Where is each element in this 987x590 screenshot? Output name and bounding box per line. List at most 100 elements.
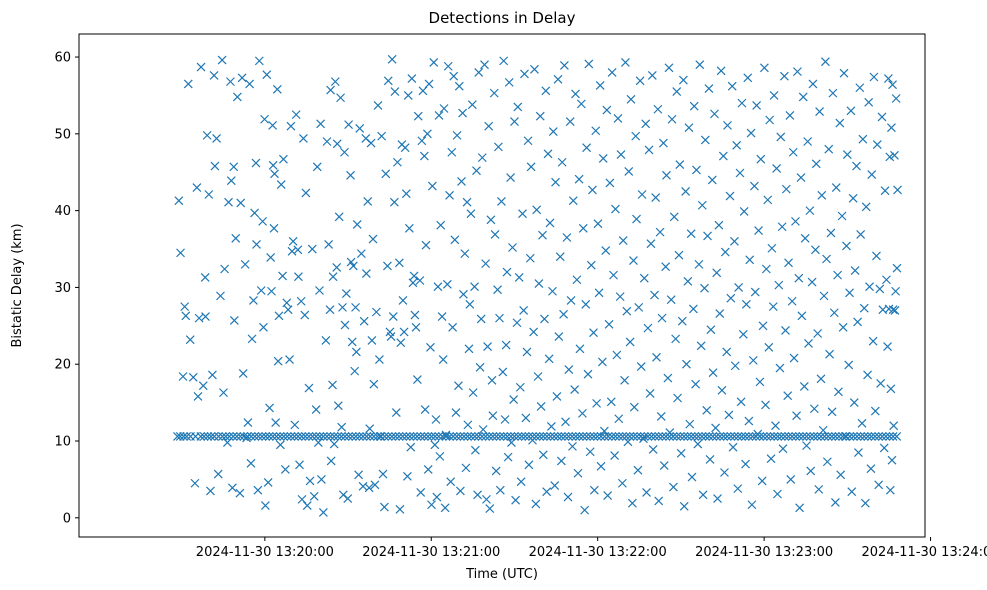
data-point [659,138,668,148]
data-point [822,254,831,264]
data-point [823,431,833,441]
data-point [229,162,239,172]
data-point [725,191,735,201]
data-point [324,239,334,249]
data-point [302,501,312,510]
data-point [468,388,478,398]
data-point [780,431,790,441]
data-point [332,263,342,272]
data-point [568,196,578,206]
data-point [784,258,793,268]
data-point [305,476,315,486]
data-point [250,208,260,218]
data-point [792,67,802,77]
data-point [708,368,718,378]
data-point [350,366,360,376]
data-point [252,239,261,249]
data-point [291,110,301,120]
data-point [730,361,740,371]
data-point [835,118,845,128]
data-point [351,302,360,312]
data-point [285,355,294,365]
data-point [399,327,409,337]
data-point [190,478,200,488]
data-point [733,484,743,494]
data-point [702,405,712,415]
data-point [800,233,810,243]
data-point [748,431,757,441]
data-point [677,316,687,326]
data-point [683,276,693,286]
data-point [512,318,522,328]
data-point [568,441,577,451]
data-point [278,271,288,281]
x-tick-label: 2024-11-30 13:21:00 [362,545,500,560]
plot-frame [78,33,926,538]
data-point [741,459,750,469]
data-point [552,392,562,401]
data-point [872,251,881,261]
data-point [522,347,532,357]
data-point [778,444,788,454]
data-point [258,216,268,226]
data-point [383,76,393,86]
data-point [431,415,441,424]
data-point [530,64,539,74]
data-point [757,476,767,486]
data-point [383,431,393,441]
data-point [381,169,391,179]
data-point [393,157,402,167]
data-point [214,431,223,441]
data-point [217,55,227,65]
data-point [744,431,754,441]
data-point [491,466,501,476]
data-point [518,209,527,219]
data-point [362,431,372,441]
data-point [439,104,449,113]
data-point [805,206,815,216]
data-point [668,431,678,441]
data-point [440,503,450,513]
data-point [799,382,809,391]
data-point [513,431,523,441]
data-point [475,362,485,372]
data-point [430,431,440,441]
data-point [484,431,494,441]
y-tick-label: 40 [54,204,71,219]
data-point [217,431,227,441]
data-point [488,431,498,441]
data-point [304,383,314,393]
data-point [457,177,466,186]
data-point [611,431,620,441]
data-point [891,94,901,103]
data-point [857,418,867,428]
data-point [704,431,714,441]
data-point [231,233,241,243]
data-point [715,309,725,318]
data-point [647,431,656,441]
data-point [755,377,765,387]
data-point [667,114,677,124]
data-point [570,385,580,394]
data-point [373,100,383,110]
data-point [740,431,750,441]
data-point [438,355,448,365]
data-point [736,397,746,407]
data-point [538,450,548,460]
data-point [610,451,620,461]
data-point [502,267,512,277]
data-point [589,431,599,441]
data-point [334,212,344,222]
data-point [245,79,255,89]
data-point [632,214,641,224]
data-point [538,431,548,441]
data-point [510,431,519,441]
data-point [181,311,191,321]
data-point [879,443,889,453]
data-point [286,431,296,441]
data-point [196,62,206,72]
data-point [750,287,760,297]
data-point [312,162,322,172]
data-point [798,431,808,441]
data-point [459,289,468,299]
